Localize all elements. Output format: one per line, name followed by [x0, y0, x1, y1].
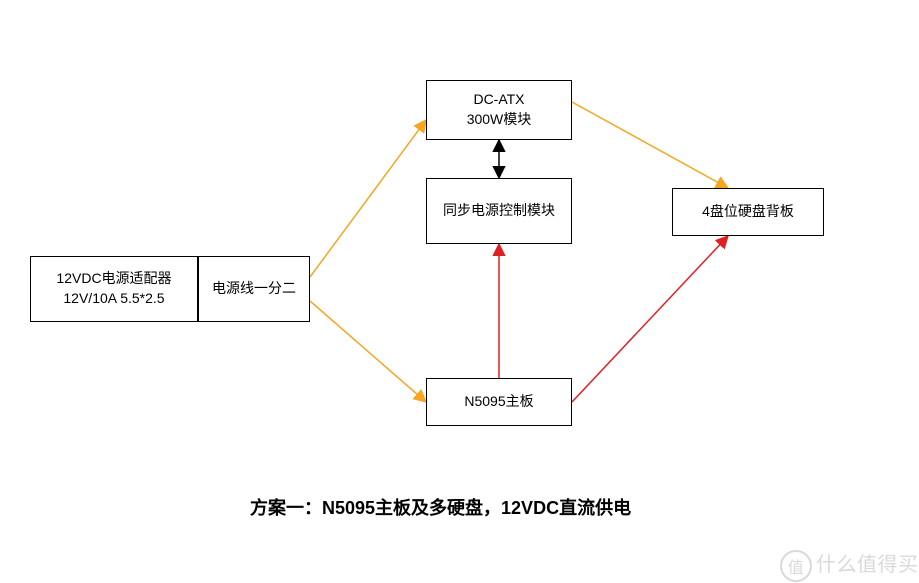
- edge-dcatx-backplane: [572, 102, 728, 188]
- watermark-logo-icon: 值: [780, 550, 812, 582]
- node-sync: 同步电源控制模块: [426, 178, 572, 244]
- node-psu: 12VDC电源适配器 12V/10A 5.5*2.5: [30, 256, 198, 322]
- node-splitter: 电源线一分二: [198, 256, 310, 322]
- node-mobo: N5095主板: [426, 378, 572, 426]
- watermark-text: 什么值得买: [816, 554, 919, 576]
- edge-splitter-mobo: [310, 301, 426, 402]
- edge-splitter-dcatx: [310, 120, 426, 277]
- node-backplane: 4盘位硬盘背板: [672, 188, 824, 236]
- node-dcatx: DC-ATX 300W模块: [426, 80, 572, 140]
- edge-mobo-backplane: [572, 236, 728, 402]
- diagram-caption: 方案一：N5095主板及多硬盘，12VDC直流供电: [250, 494, 631, 520]
- watermark: 值什么值得买: [780, 548, 919, 582]
